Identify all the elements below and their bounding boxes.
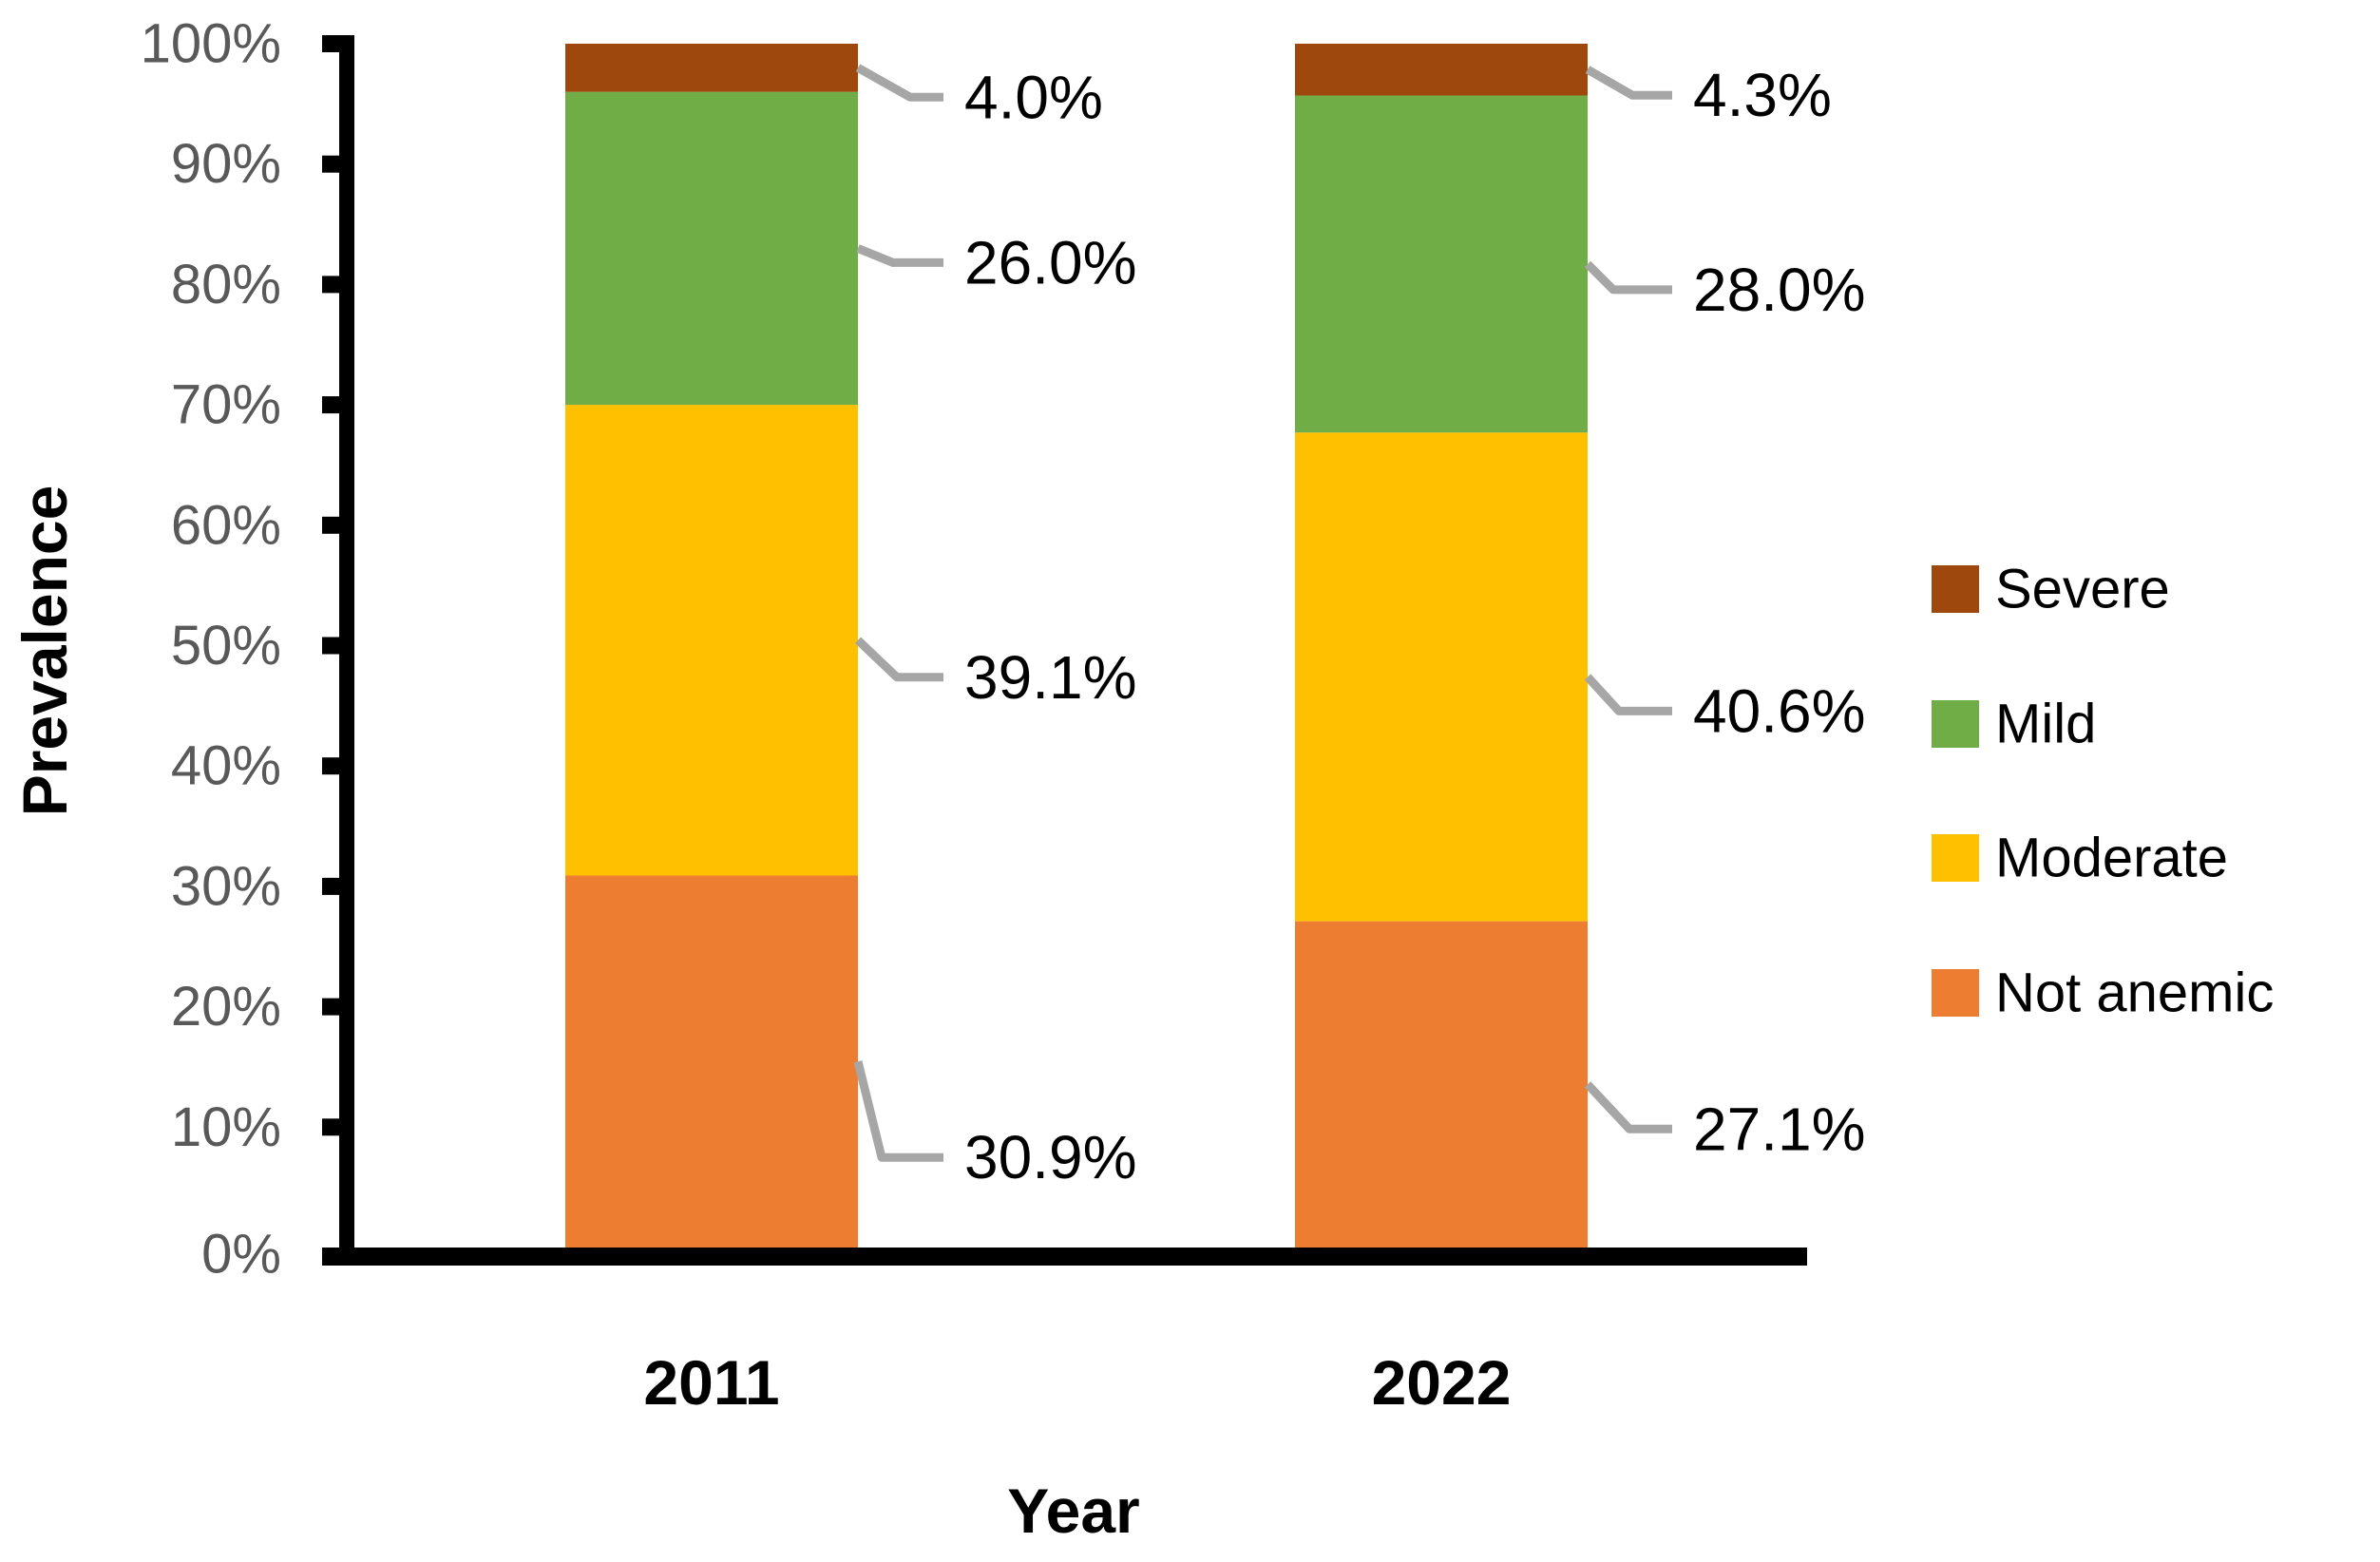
legend-label-mild: Mild bbox=[1995, 694, 2096, 755]
leader-line-2022-moderate bbox=[1584, 674, 1672, 715]
y-tick-label: 20% bbox=[171, 976, 281, 1038]
y-axis-tick bbox=[322, 998, 339, 1016]
legend-swatch-moderate bbox=[1932, 834, 1979, 882]
bar-segment-2011-moderate bbox=[565, 405, 858, 876]
data-label-2011-mild: 26.0% bbox=[964, 228, 1136, 296]
bar-segment-2022-mild bbox=[1295, 95, 1588, 433]
y-axis-tick bbox=[322, 35, 339, 52]
bar-segment-2022-not-anemic bbox=[1295, 921, 1588, 1248]
legend-label-not-anemic: Not anemic bbox=[1995, 962, 2274, 1024]
data-label-2022-severe: 4.3% bbox=[1693, 61, 1832, 129]
leader-line-2011-mild bbox=[856, 244, 943, 267]
y-axis-tick bbox=[322, 877, 339, 895]
y-tick-label: 70% bbox=[171, 374, 281, 436]
x-axis-line bbox=[322, 1248, 1807, 1266]
y-axis-tick bbox=[322, 757, 339, 775]
y-tick-label: 60% bbox=[171, 494, 281, 556]
bar-segment-2011-mild bbox=[565, 91, 858, 406]
leader-line-2022-mild bbox=[1584, 260, 1672, 295]
leader-line-2022-severe bbox=[1585, 66, 1672, 100]
bar-segment-2011-severe bbox=[565, 44, 858, 92]
y-tick-label: 100% bbox=[141, 13, 281, 75]
legend-swatch-mild bbox=[1932, 700, 1979, 748]
legend-label-severe: Severe bbox=[1995, 559, 2170, 620]
y-axis-tick bbox=[322, 155, 339, 173]
data-label-2011-severe: 4.0% bbox=[964, 63, 1103, 131]
y-tick-label: 90% bbox=[171, 133, 281, 195]
leader-line-2011-moderate bbox=[854, 637, 943, 682]
y-axis-tick bbox=[322, 276, 339, 294]
legend-swatch-not-anemic bbox=[1932, 969, 1979, 1017]
bar-segment-2022-severe bbox=[1295, 44, 1588, 96]
y-axis-tick bbox=[322, 1118, 339, 1136]
leader-line-2011-severe bbox=[855, 64, 943, 102]
x-category-label-2022: 2022 bbox=[1372, 1347, 1512, 1418]
y-tick-label: 30% bbox=[171, 855, 281, 917]
data-label-2011-moderate: 39.1% bbox=[964, 643, 1136, 712]
legend-swatch-severe bbox=[1932, 565, 1979, 613]
x-category-label-2011: 2011 bbox=[643, 1347, 779, 1418]
leader-line-2011-not-anemic bbox=[853, 1060, 943, 1162]
data-label-2022-not-anemic: 27.1% bbox=[1693, 1095, 1865, 1163]
leader-line-2022-not-anemic bbox=[1584, 1081, 1672, 1133]
y-tick-label: 50% bbox=[171, 615, 281, 676]
x-axis-title: Year bbox=[1007, 1476, 1139, 1546]
data-label-2011-not-anemic: 30.9% bbox=[964, 1123, 1136, 1191]
y-axis-tick bbox=[322, 637, 339, 655]
y-tick-label: 80% bbox=[171, 254, 281, 315]
y-axis-tick bbox=[322, 396, 339, 414]
y-tick-label: 40% bbox=[171, 735, 281, 797]
y-tick-label: 0% bbox=[201, 1224, 281, 1286]
data-label-2022-moderate: 40.6% bbox=[1693, 676, 1865, 745]
y-tick-label: 10% bbox=[171, 1096, 281, 1158]
data-label-2022-mild: 28.0% bbox=[1693, 256, 1865, 324]
bar-segment-2022-moderate bbox=[1295, 432, 1588, 922]
y-axis-tick bbox=[322, 516, 339, 534]
y-axis-line bbox=[339, 35, 354, 1266]
bar-segment-2011-not-anemic bbox=[565, 875, 858, 1248]
y-axis-title: Prevalence bbox=[10, 486, 80, 817]
legend-label-moderate: Moderate bbox=[1995, 828, 2228, 889]
